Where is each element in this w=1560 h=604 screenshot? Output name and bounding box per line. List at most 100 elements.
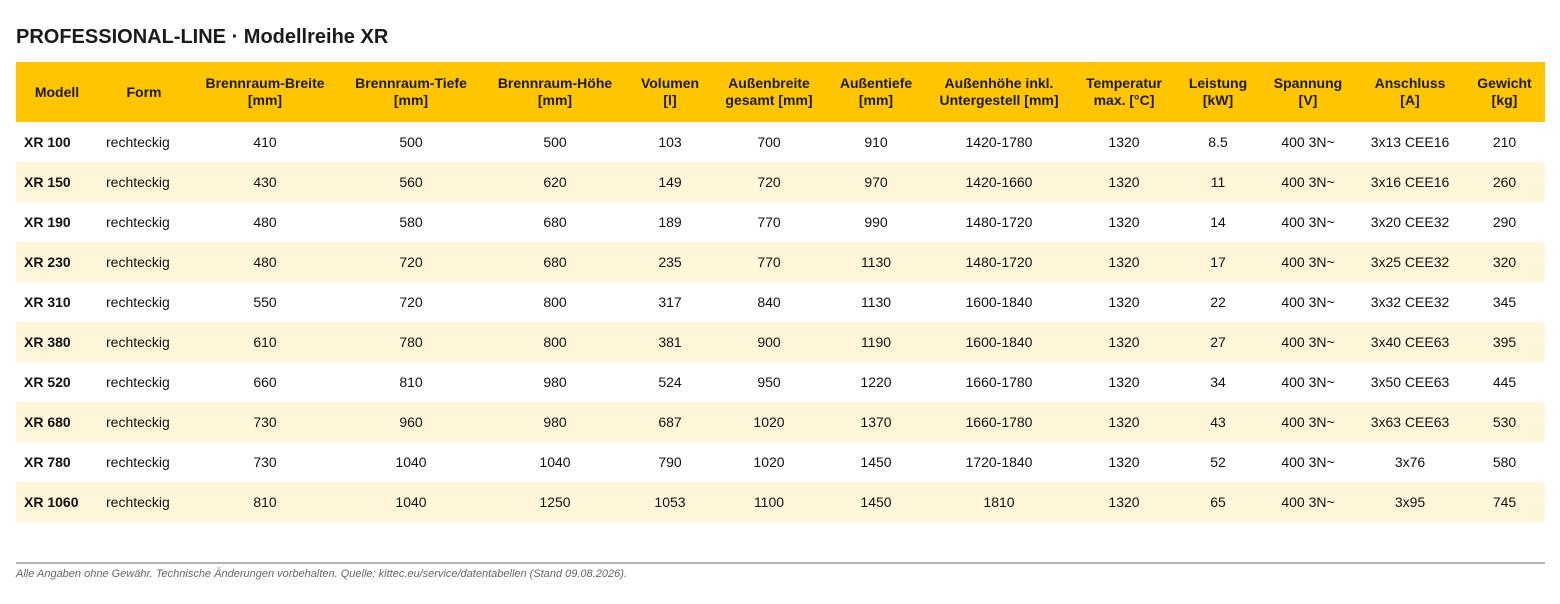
table-row: XR 150 rechteckig 430 560 620 149 720 970 1420-1… (16, 162, 1545, 202)
table-cell: 1370 (826, 402, 926, 442)
table-cell: 700 (757, 134, 781, 150)
table-cell: 1320 (1072, 482, 1176, 522)
table-cell: 980 (543, 374, 567, 390)
table-cell: 1420-1780 (965, 134, 1033, 150)
table-cell: 52 (1210, 454, 1226, 470)
table-cell: 800 (482, 322, 628, 362)
table-cell: 3x50 CEE63 (1370, 374, 1450, 390)
table-cell: 1040 (340, 482, 482, 522)
table-cell: 235 (628, 242, 712, 282)
table-cell: 400 3N~ (1281, 374, 1335, 390)
table-cell: 1660-1780 (965, 374, 1033, 390)
table-cell: 1320 (1108, 454, 1140, 470)
column-header: Gewicht [kg] (1464, 62, 1545, 122)
table-cell: 3x76 (1394, 454, 1426, 470)
form-cell: rechteckig (98, 482, 190, 522)
form-cell: rechteckig (106, 454, 170, 470)
column-header: Temperatur max. [°C] (1072, 62, 1176, 122)
table-cell: 620 (482, 162, 628, 202)
table-cell: 400 3N~ (1281, 294, 1335, 310)
column-header: Brennraum-Tiefe [mm] (340, 62, 482, 122)
table-cell: 480 (190, 242, 340, 282)
table-cell: 3x63 CEE63 (1356, 402, 1464, 442)
form-cell: rechteckig (98, 242, 190, 282)
table-cell: 400 3N~ (1260, 402, 1356, 442)
table-cell: 1130 (860, 294, 892, 310)
table-row: XR 1060 rechteckig 810 1040 1250 1053 1100 1450… (16, 482, 1545, 522)
table-cell: 480 (253, 214, 277, 230)
table-cell: 500 (399, 134, 423, 150)
table-cell: 910 (864, 134, 888, 150)
table-cell: 980 (482, 402, 628, 442)
column-header-label: Außenbreite (728, 75, 810, 91)
table-cell: 3x40 CEE63 (1356, 322, 1464, 362)
table-row: XR 190 rechteckig 480 580 680 189 770 990 1480-1… (16, 202, 1545, 242)
table-cell: 660 (253, 374, 277, 390)
table-row: XR 520 rechteckig 660 810 980 524 950 1220 1660-… (16, 362, 1545, 402)
form-cell: rechteckig (98, 402, 190, 442)
table-cell: 8.5 (1208, 134, 1228, 150)
table-cell: 1720-1840 (965, 454, 1033, 470)
table-cell: 43 (1176, 402, 1260, 442)
model-cell: XR 100 (24, 134, 71, 150)
table-cell: 189 (658, 214, 682, 230)
table-cell: 530 (1464, 402, 1545, 442)
table-cell: 730 (253, 454, 277, 470)
table-cell: 950 (757, 374, 781, 390)
table-cell: 1480-1720 (926, 242, 1072, 282)
model-cell: XR 780 (24, 454, 71, 470)
table-cell: 810 (399, 374, 423, 390)
table-row: XR 310 rechteckig 550 720 800 317 840 1130 1600-… (16, 282, 1545, 322)
table-row: XR 380 rechteckig 610 780 800 381 900 1190 1600-… (16, 322, 1545, 362)
table-cell: 400 3N~ (1281, 454, 1335, 470)
table-cell: 900 (712, 322, 826, 362)
table-cell: 720 (712, 162, 826, 202)
table-cell: 3x32 CEE32 (1370, 294, 1450, 310)
column-header-unit: [mm] (858, 92, 894, 108)
table-cell: 210 (1492, 134, 1517, 150)
table-cell: 3x95 (1356, 482, 1464, 522)
column-header: Volumen [l] (628, 62, 712, 122)
table-cell: 1040 (539, 454, 571, 470)
table-cell: 1053 (628, 482, 712, 522)
form-cell: rechteckig (106, 214, 170, 230)
table-cell: 1660-1780 (926, 402, 1072, 442)
table-cell: 65 (1176, 482, 1260, 522)
table-cell: 524 (658, 374, 682, 390)
table-row: XR 680 rechteckig 730 960 980 687 1020 1370 1660… (16, 402, 1545, 442)
table-cell: 400 3N~ (1260, 322, 1356, 362)
column-header-unit: [mm] (247, 92, 283, 108)
column-header: Form (98, 62, 190, 122)
table-row: XR 100 rechteckig 410 500 500 103 700 910 1420-1… (16, 122, 1545, 162)
table-cell: 1320 (1108, 134, 1140, 150)
table-cell: 770 (712, 242, 826, 282)
table-cell: 800 (543, 294, 567, 310)
model-cell: XR 1060 (16, 482, 98, 522)
form-cell: rechteckig (106, 294, 170, 310)
footer-divider (16, 562, 1545, 564)
table-cell: 27 (1176, 322, 1260, 362)
column-header-unit: [V] (1298, 92, 1318, 108)
column-header: Leistung [kW] (1176, 62, 1260, 122)
form-cell: rechteckig (98, 162, 190, 202)
table-cell: 1020 (753, 454, 785, 470)
column-header: Außentiefe [mm] (826, 62, 926, 122)
table-cell: 400 3N~ (1260, 162, 1356, 202)
footnote: Alle Angaben ohne Gewähr. Technische Änd… (16, 568, 627, 580)
table-cell: 1320 (1108, 214, 1140, 230)
model-cell: XR 150 (16, 162, 98, 202)
column-header: Außenhöhe inkl. Untergestell [mm] (926, 62, 1072, 122)
column-header-label: Brennraum-Breite (205, 75, 325, 91)
table-cell: 1450 (860, 454, 892, 470)
column-header-unit: [l] (663, 92, 677, 108)
table-cell: 1320 (1072, 162, 1176, 202)
table-cell: 1020 (712, 402, 826, 442)
table-cell: 1130 (826, 242, 926, 282)
table-row: XR 230 rechteckig 480 720 680 235 770 1130 1480-… (16, 242, 1545, 282)
form-cell: rechteckig (106, 374, 170, 390)
table-cell: 1320 (1072, 402, 1176, 442)
table-cell: 745 (1464, 482, 1545, 522)
column-header: Außenbreite gesamt [mm] (712, 62, 826, 122)
spec-table: Modell Form Brennraum-Breite [mm] Brennraum-… (16, 62, 1545, 522)
